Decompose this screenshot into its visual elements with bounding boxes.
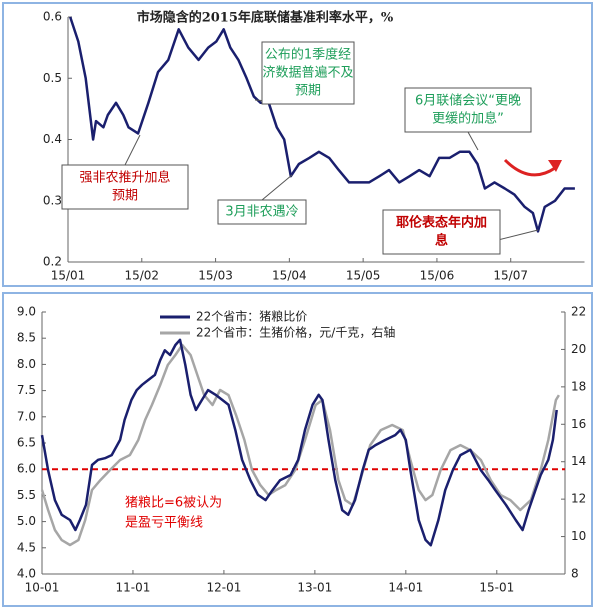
annotation-box <box>217 199 307 225</box>
annotation-text: 济数据普遍不及 <box>262 65 353 81</box>
annotation-text: 预期 <box>295 84 321 99</box>
chart-title: 市场隐含的2015年底联储基准利率水平，% <box>137 10 394 26</box>
x-tick-label: 15-01 <box>479 581 514 595</box>
x-tick-label: 14-01 <box>388 581 423 595</box>
x-tick-label: 15/05 <box>346 269 381 283</box>
trend-arrow-head <box>548 160 562 172</box>
annotation-text: 更缓的加息” <box>432 111 504 127</box>
data-line <box>40 338 558 547</box>
y2-tick-label: 20 <box>571 342 586 356</box>
trend-arrow <box>503 158 556 177</box>
y-tick-label: 7.5 <box>17 383 36 397</box>
y2-tick-label: 22 <box>571 305 586 319</box>
data-line <box>40 343 560 547</box>
y-tick-label: 9.0 <box>17 305 36 319</box>
y-tick-label: 4.0 <box>17 567 36 581</box>
y-tick-label: 6.0 <box>17 462 36 476</box>
annotation-box <box>404 87 532 133</box>
annotation-box <box>382 209 501 255</box>
annotation-text: 耶伦表态年内加 <box>396 215 487 231</box>
x-tick-label: 15/02 <box>124 269 159 283</box>
annotation-leader <box>261 174 293 201</box>
y-tick-label: 0.6 <box>43 10 62 24</box>
annotation-leader <box>124 134 141 166</box>
y2-tick-label: 18 <box>571 379 586 393</box>
y-tick-label: 0.2 <box>43 255 62 269</box>
annotation-leader <box>467 131 479 151</box>
y-tick-label: 5.5 <box>17 488 36 502</box>
annotation-text: 是盈亏平衡线 <box>125 516 203 531</box>
y-tick-label: 0.3 <box>43 193 62 207</box>
annotation-box <box>261 41 355 105</box>
y-tick-label: 7.0 <box>17 409 36 423</box>
x-tick-label: 10-01 <box>25 581 60 595</box>
x-tick-label: 12-01 <box>206 581 241 595</box>
legend-label: 22个省市：生猪价格，元/千克，右轴 <box>196 325 395 340</box>
y2-tick-label: 10 <box>571 529 586 543</box>
y-tick-label: 8.5 <box>17 331 36 345</box>
annotation-text: 息 <box>435 233 448 249</box>
y-tick-label: 0.4 <box>43 132 62 146</box>
annotation-text: 6月联储会议“更晚 <box>415 94 521 109</box>
annotation-text: 预期 <box>112 189 138 204</box>
legend-label: 22个省市：猪粮比价 <box>196 309 307 324</box>
x-tick-label: 13-01 <box>297 581 332 595</box>
y2-tick-label: 14 <box>571 454 586 468</box>
x-tick-label: 11-01 <box>116 581 151 595</box>
y2-tick-label: 12 <box>571 492 586 506</box>
y-tick-label: 4.5 <box>17 540 36 554</box>
panel-frame <box>2 2 593 287</box>
annotation-text: 强非农推升加息 <box>79 170 170 186</box>
annotation-text: 3月非农遇冷 <box>225 205 298 220</box>
x-tick-label: 15/01 <box>51 269 86 283</box>
x-tick-label: 15/04 <box>272 269 307 283</box>
y-tick-label: 6.5 <box>17 436 36 450</box>
y2-tick-label: 8 <box>571 567 579 581</box>
y-tick-label: 8.0 <box>17 357 36 371</box>
x-tick-label: 15/07 <box>493 269 528 283</box>
annotation-box <box>61 164 189 210</box>
annotation-text: 公布的1季度经 <box>265 47 351 63</box>
x-tick-label: 15/03 <box>198 269 233 283</box>
data-line <box>69 16 575 233</box>
annotation-text: 猪粮比=6被认为 <box>125 496 222 511</box>
y-tick-label: 5.0 <box>17 514 36 528</box>
y2-tick-label: 16 <box>571 417 586 431</box>
y-tick-label: 0.5 <box>43 71 62 85</box>
x-tick-label: 15/06 <box>420 269 455 283</box>
panel-frame <box>2 292 593 607</box>
